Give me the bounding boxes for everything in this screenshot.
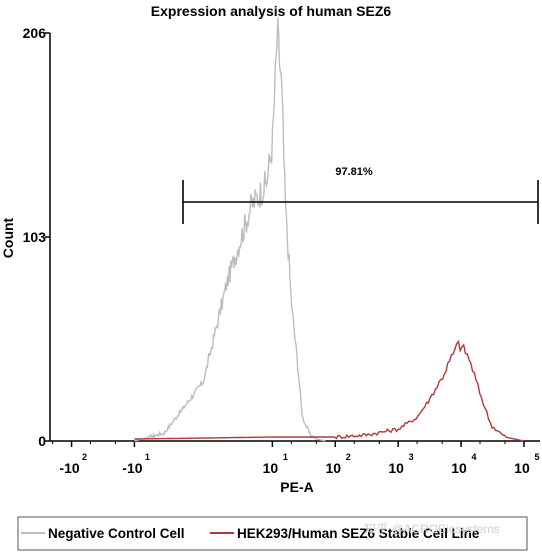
x-tick-label-0: -10 [59,460,79,476]
y-tick-label-2: 206 [23,25,47,41]
x-tick-label-4: 10 [388,460,404,476]
legend-label-sez6: HEK293/Human SEZ6 Stable Cell Line [237,526,480,541]
x-tick-exponent-5: 4 [472,452,477,462]
series-layer [134,17,525,442]
y-axis-ticks: 0 103 206 [23,25,50,449]
series-line-0 [134,17,326,442]
x-tick-label-2: 10 [263,460,279,476]
x-axis-title: PE-A [280,479,313,495]
x-tick-exponent-3: 2 [346,452,351,462]
y-axis-title: Count [0,217,16,258]
gate-label: 97.81% [335,166,373,178]
x-tick-exponent-4: 3 [409,452,414,462]
x-tick-exponent-0: 2 [82,452,87,462]
x-tick-exponent-1: 1 [145,452,150,462]
gate-marker: 97.81% [182,166,539,224]
legend: Negative Control Cell HEK293/Human SEZ6 … [17,516,528,551]
series-line-1 [134,339,525,442]
legend-label-negative: Negative Control Cell [48,526,185,541]
plot-frame [50,33,540,441]
x-tick-label-6: 10 [514,460,530,476]
x-tick-exponent-6: 5 [534,452,539,462]
chart-title: Expression analysis of human SEZ6 [151,3,392,19]
y-tick-label-0: 0 [38,433,46,449]
watermark-text: 知乎 @ACROBiosystems [364,522,500,536]
x-tick-label-1: -10 [122,460,142,476]
x-tick-label-3: 10 [325,460,341,476]
y-tick-label-1: 103 [23,229,47,245]
x-tick-label-5: 10 [451,460,467,476]
legend-box [17,516,528,551]
x-tick-exponent-2: 1 [283,452,288,462]
